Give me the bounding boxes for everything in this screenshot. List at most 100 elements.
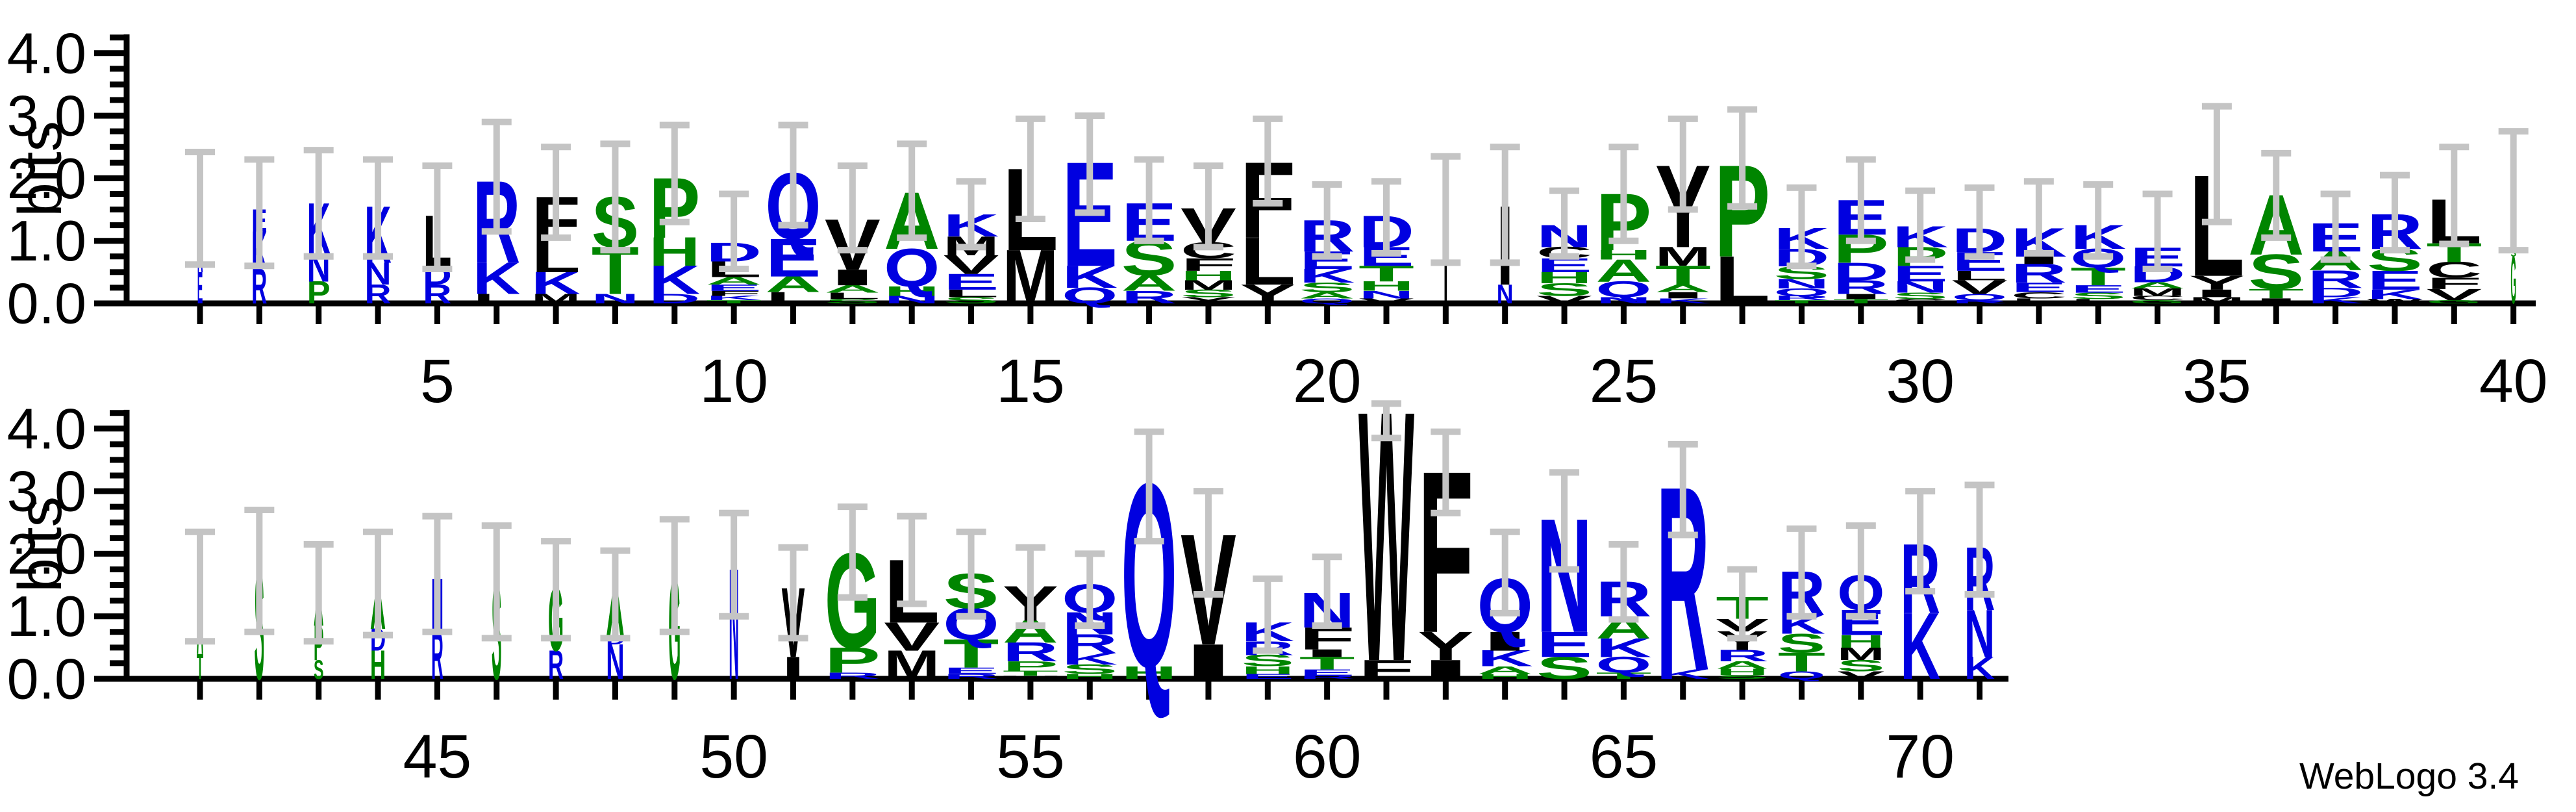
- svg-text:65: 65: [1590, 722, 1658, 791]
- svg-text:F: F: [2426, 274, 2482, 292]
- svg-text:A: A: [706, 275, 762, 287]
- svg-text:I: I: [781, 650, 805, 686]
- svg-text:A: A: [1477, 664, 1533, 676]
- svg-text:R: R: [548, 642, 564, 688]
- svg-text:I: I: [1655, 290, 1711, 301]
- svg-text:E: E: [1536, 625, 1592, 665]
- svg-text:N: N: [1595, 295, 1651, 305]
- svg-text:E: E: [197, 263, 203, 314]
- svg-text:P: P: [1003, 659, 1058, 674]
- svg-text:2.0: 2.0: [7, 146, 86, 210]
- svg-text:G: G: [2510, 242, 2516, 318]
- svg-text:D: D: [649, 291, 700, 306]
- svg-text:R: R: [2011, 259, 2067, 288]
- svg-text:G: G: [2426, 299, 2482, 305]
- svg-text:E: E: [1241, 672, 1294, 680]
- svg-text:V: V: [1952, 276, 2008, 298]
- svg-text:L: L: [766, 289, 821, 307]
- svg-text:L: L: [531, 235, 581, 281]
- svg-text:H: H: [649, 229, 700, 275]
- svg-text:Y: Y: [1418, 623, 1473, 669]
- svg-text:V: V: [1837, 669, 1884, 681]
- svg-text:N: N: [1497, 279, 1514, 309]
- svg-text:M: M: [2130, 286, 2186, 298]
- svg-text:4.0: 4.0: [7, 396, 86, 461]
- svg-text:R: R: [944, 672, 999, 680]
- svg-text:H: H: [1358, 279, 1414, 294]
- svg-text:L: L: [2070, 298, 2126, 305]
- svg-text:E: E: [1892, 261, 1948, 286]
- svg-text:S: S: [2070, 291, 2126, 301]
- svg-text:F: F: [1358, 655, 1414, 685]
- svg-text:S: S: [825, 298, 881, 305]
- svg-text:K: K: [1062, 259, 1118, 295]
- svg-text:A: A: [1716, 659, 1769, 672]
- svg-text:P: P: [307, 275, 331, 311]
- svg-text:V: V: [1003, 675, 1058, 680]
- svg-text:D: D: [2308, 285, 2364, 300]
- svg-text:R: R: [1062, 629, 1118, 659]
- svg-text:V: V: [944, 250, 999, 280]
- svg-text:1.0: 1.0: [7, 584, 86, 648]
- svg-text:35: 35: [2182, 347, 2251, 416]
- svg-text:K: K: [1900, 592, 1940, 700]
- svg-text:Y: Y: [1181, 295, 1236, 305]
- svg-text:M: M: [2189, 295, 2245, 305]
- svg-text:K: K: [1657, 666, 1710, 681]
- svg-text:I: I: [2011, 254, 2067, 266]
- svg-text:T: T: [1833, 298, 1889, 305]
- svg-text:V: V: [2426, 286, 2482, 304]
- svg-text:S: S: [2248, 244, 2304, 299]
- svg-text:L: L: [825, 291, 881, 301]
- weblogo-attribution: WebLogo 3.4: [2299, 755, 2519, 797]
- svg-text:R: R: [1952, 299, 2008, 305]
- svg-text:50: 50: [699, 722, 768, 791]
- svg-text:T: T: [1778, 647, 1825, 677]
- svg-text:E: E: [2070, 283, 2126, 296]
- svg-text:Q: Q: [1299, 297, 1355, 305]
- svg-text:T: T: [2248, 286, 2304, 301]
- svg-text:A: A: [1595, 253, 1651, 288]
- svg-text:A: A: [1655, 283, 1711, 295]
- svg-text:25: 25: [1590, 347, 1658, 416]
- svg-text:0.0: 0.0: [7, 272, 86, 336]
- svg-text:H: H: [884, 284, 940, 299]
- svg-text:N: N: [592, 291, 639, 306]
- svg-text:N: N: [1358, 288, 1414, 301]
- svg-text:H: H: [1477, 672, 1533, 680]
- svg-text:4.0: 4.0: [7, 21, 86, 85]
- svg-text:E: E: [706, 283, 762, 293]
- svg-text:H: H: [1716, 667, 1769, 678]
- svg-text:45: 45: [403, 722, 472, 791]
- svg-text:L: L: [1714, 242, 1770, 318]
- svg-text:T: T: [1358, 261, 1414, 286]
- svg-text:S: S: [1241, 652, 1294, 670]
- svg-text:R: R: [1833, 276, 1889, 298]
- svg-text:K: K: [2367, 287, 2423, 302]
- svg-text:P: P: [825, 641, 881, 681]
- svg-text:N: N: [1773, 276, 1829, 291]
- svg-text:F: F: [1181, 255, 1236, 275]
- svg-text:N: N: [1964, 595, 1995, 672]
- svg-text:A: A: [1121, 270, 1177, 296]
- svg-text:K: K: [531, 265, 581, 301]
- svg-text:S: S: [1778, 628, 1825, 658]
- svg-text:K: K: [1655, 297, 1711, 305]
- svg-text:5: 5: [420, 347, 455, 416]
- svg-text:bits: bits: [6, 121, 75, 217]
- svg-text:C: C: [2426, 257, 2482, 283]
- svg-text:E: E: [2367, 266, 2423, 296]
- svg-text:H: H: [1121, 663, 1177, 683]
- svg-text:Q: Q: [1595, 277, 1651, 302]
- svg-text:N: N: [606, 633, 624, 689]
- svg-text:A: A: [766, 272, 821, 297]
- svg-text:Q: Q: [1062, 283, 1118, 308]
- svg-text:E: E: [1299, 668, 1355, 678]
- svg-text:S: S: [1892, 291, 1948, 301]
- svg-text:Q: Q: [1773, 286, 1829, 298]
- svg-text:H: H: [370, 642, 386, 688]
- svg-text:bits: bits: [6, 496, 75, 592]
- svg-text:E: E: [2011, 280, 2067, 295]
- svg-text:D: D: [1833, 257, 1889, 286]
